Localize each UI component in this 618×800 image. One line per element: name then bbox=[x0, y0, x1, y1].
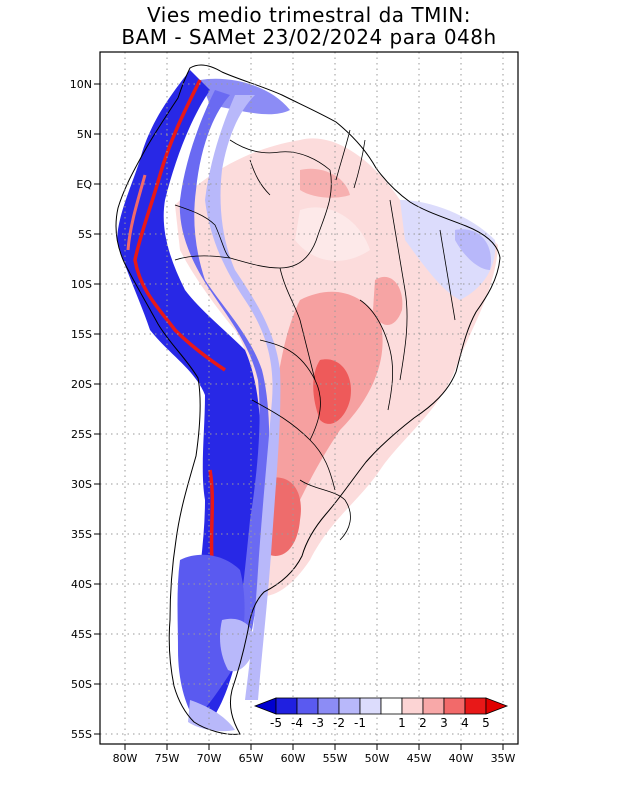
colorbar-box-0 bbox=[275, 697, 298, 715]
blue-area-northeast bbox=[400, 200, 496, 300]
colorbar-box-5 bbox=[380, 697, 403, 715]
red-area-north bbox=[300, 168, 350, 198]
colorbar-label-m2: -2 bbox=[333, 716, 345, 730]
red-area-center-core bbox=[313, 359, 351, 424]
lat-label-25s: 25S bbox=[71, 428, 92, 441]
colorbar-label-m1: -1 bbox=[354, 716, 366, 730]
map-title-line-2: BAM - SAMet 23/02/2024 para 048h bbox=[121, 25, 497, 49]
lat-label-eq: EQ bbox=[76, 178, 92, 191]
map-title-line-1: Vies medio trimestral da TMIN: bbox=[147, 3, 471, 27]
continent-coastline bbox=[115, 64, 501, 735]
lat-label-55s: 55S bbox=[71, 728, 92, 741]
colorbar-box-1 bbox=[296, 697, 319, 715]
bias-field bbox=[117, 70, 498, 732]
colorbar-label-3: 3 bbox=[440, 716, 448, 730]
colorbar-label-4: 4 bbox=[461, 716, 469, 730]
lat-label-20s: 20S bbox=[71, 378, 92, 391]
lat-label-10n: 10N bbox=[70, 78, 92, 91]
lon-label-70w: 70W bbox=[197, 752, 222, 765]
lon-axis: 80W 75W 70W 65W 60W 55W 50W 45W 40W 35W bbox=[113, 744, 516, 765]
lon-label-45w: 45W bbox=[407, 752, 432, 765]
patagonia-light bbox=[220, 618, 256, 672]
colorbar-box-4 bbox=[359, 697, 382, 715]
colorbar-label-1: 1 bbox=[398, 716, 406, 730]
lon-label-60w: 60W bbox=[281, 752, 306, 765]
colorbar-box-3 bbox=[338, 697, 361, 715]
andes-red-crest-2 bbox=[126, 174, 147, 251]
colorbar-label-m3: -3 bbox=[312, 716, 324, 730]
lat-axis: 10N 5N EQ 5S 10S 15S 20S 25S 30S 35S 40S… bbox=[70, 78, 100, 741]
lat-label-10s: 10S bbox=[71, 278, 92, 291]
patagonia-blue bbox=[177, 554, 245, 720]
lon-label-75w: 75W bbox=[155, 752, 180, 765]
lat-label-50s: 50S bbox=[71, 678, 92, 691]
country-borders bbox=[174, 129, 456, 541]
colorbar-box-2 bbox=[317, 697, 340, 715]
colorbar: -5 -4 -3 -2 -1 1 2 3 4 5 bbox=[253, 697, 509, 730]
colorbar-label-m5: -5 bbox=[270, 716, 282, 730]
graticule bbox=[100, 52, 518, 744]
lat-label-40s: 40S bbox=[71, 578, 92, 591]
lat-label-15s: 15S bbox=[71, 328, 92, 341]
colorbar-box-9 bbox=[464, 697, 487, 715]
andes-light-blue bbox=[205, 95, 281, 700]
lat-label-5n: 5N bbox=[77, 128, 92, 141]
andes-blue-band bbox=[117, 70, 261, 715]
tierra-del-fuego bbox=[188, 700, 235, 732]
lat-label-30s: 30S bbox=[71, 478, 92, 491]
colorbar-box-7 bbox=[422, 697, 445, 715]
lon-label-50w: 50W bbox=[365, 752, 390, 765]
lon-label-40w: 40W bbox=[449, 752, 474, 765]
blue-area-coast-ne bbox=[455, 229, 491, 270]
colorbar-over-arrow bbox=[485, 697, 509, 715]
colorbar-label-2: 2 bbox=[419, 716, 427, 730]
lat-label-35s: 35S bbox=[71, 528, 92, 541]
lat-label-45s: 45S bbox=[71, 628, 92, 641]
red-area-east bbox=[373, 276, 403, 325]
colorbar-box-8 bbox=[443, 697, 466, 715]
colorbar-label-m4: -4 bbox=[291, 716, 303, 730]
lon-label-55w: 55W bbox=[323, 752, 348, 765]
lon-label-80w: 80W bbox=[113, 752, 138, 765]
lon-label-65w: 65W bbox=[239, 752, 264, 765]
lon-label-35w: 35W bbox=[491, 752, 516, 765]
colorbar-label-5: 5 bbox=[482, 716, 490, 730]
lat-label-5s: 5S bbox=[78, 228, 92, 241]
colorbar-box-6 bbox=[401, 697, 424, 715]
plot-frame bbox=[99, 51, 519, 745]
